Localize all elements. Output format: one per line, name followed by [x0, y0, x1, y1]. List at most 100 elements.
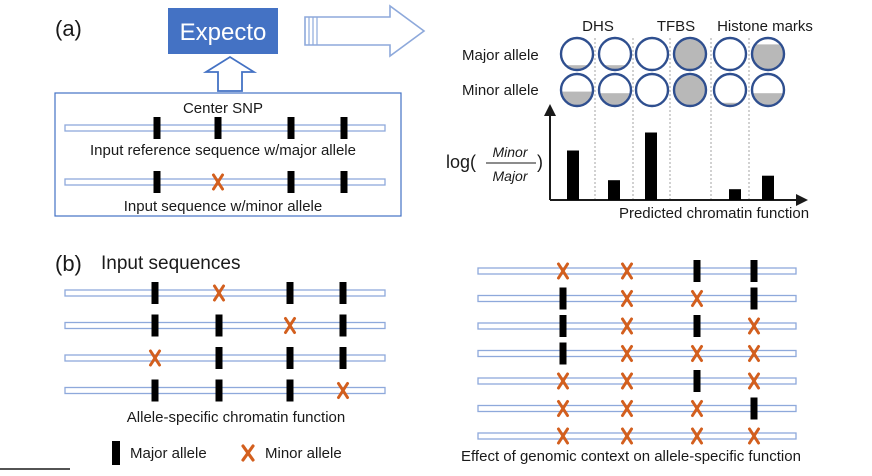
column-group-dhs: DHS	[582, 18, 614, 35]
right-sequence-set	[477, 260, 797, 445]
column-group-histone: Histone marks	[717, 18, 813, 35]
left-seq-row-2-site-2-major-allele	[215, 314, 223, 337]
left-seq-row-3-site-2-major-allele	[215, 347, 223, 369]
alt-site-1-major-allele	[153, 171, 161, 193]
right-caption: Effect of genomic context on allele-spec…	[461, 448, 801, 465]
right-seq-row-4-site-3-minor-allele	[691, 345, 703, 362]
right-arrow-stripes	[308, 17, 318, 45]
bar-6	[762, 175, 774, 200]
column-group-tfbs: TFBS	[657, 18, 695, 35]
right-seq-row-1	[477, 260, 797, 282]
alt-site-4-major-allele	[340, 171, 348, 193]
left-seq-row-1-site-1-major-allele	[151, 282, 159, 304]
right-seq-row-7	[477, 427, 797, 445]
minor-circle-3	[634, 72, 670, 108]
major-circle-5	[712, 36, 748, 72]
legend-minor-label: Minor allele	[265, 445, 342, 462]
prediction-circles	[559, 36, 786, 108]
ylabel-numerator: Minor	[492, 144, 528, 160]
row-label-minor: Minor allele	[462, 82, 539, 99]
right-seq-row-4-site-4-minor-allele	[748, 345, 760, 362]
major-circle-1	[559, 36, 595, 72]
right-seq-row-2	[477, 287, 797, 310]
expecto-box: Expecto	[168, 8, 278, 54]
ylabel: log( Minor Major )	[446, 144, 543, 184]
input-box	[54, 92, 402, 217]
right-seq-row-5-site-2-minor-allele	[621, 372, 633, 390]
ref-site-2-major-allele	[214, 117, 222, 139]
right-seq-row-3-site-2-minor-allele	[621, 317, 633, 335]
right-seq-row-6	[477, 397, 797, 420]
left-seq-row-1-site-3-major-allele	[286, 282, 294, 304]
left-seq-row-4-site-4-minor-allele	[337, 382, 349, 399]
major-circle-3	[634, 36, 670, 72]
row-label-major: Major allele	[462, 47, 539, 64]
right-seq-row-7-site-1-minor-allele	[557, 427, 569, 445]
alt-sequence	[64, 171, 386, 193]
ylabel-denominator: Major	[492, 168, 528, 184]
bar-1	[567, 150, 579, 200]
alt-site-3-major-allele	[287, 171, 295, 193]
right-seq-row-4	[477, 342, 797, 365]
minor-circle-1	[559, 72, 595, 108]
ref-site-4-major-allele	[340, 117, 348, 139]
left-seq-row-4	[64, 379, 386, 402]
left-seq-row-4-site-1-major-allele	[151, 379, 159, 402]
chart-bars	[567, 132, 774, 200]
alt-seq-label: Input sequence w/minor allele	[124, 198, 322, 215]
panel-b-title: Input sequences	[101, 253, 240, 274]
legend-minor-swatch	[241, 444, 255, 462]
xlabel: Predicted chromatin function	[619, 205, 809, 222]
right-seq-row-1-site-4-major-allele	[750, 260, 758, 282]
right-seq-row-7-site-3-minor-allele	[691, 427, 703, 445]
right-arrow-icon	[304, 4, 426, 58]
right-seq-row-1-site-3-major-allele	[693, 260, 701, 282]
right-seq-row-7-site-2-minor-allele	[621, 427, 633, 445]
right-seq-row-3-site-3-major-allele	[693, 315, 701, 337]
right-seq-row-6-site-3-minor-allele	[691, 400, 703, 417]
ref-site-1-major-allele	[153, 117, 161, 139]
right-seq-row-2-site-4-major-allele	[750, 287, 758, 310]
right-seq-row-1-site-1-minor-allele	[557, 262, 569, 280]
left-sequence-set	[64, 282, 386, 402]
left-seq-row-3-site-1-minor-allele	[149, 349, 161, 367]
legend-major-label: Major allele	[130, 445, 207, 462]
center-snp-label: Center SNP	[183, 100, 263, 117]
ref-site-3-major-allele	[287, 117, 295, 139]
chart-axes	[544, 104, 808, 206]
right-seq-row-4-site-1-major-allele	[559, 342, 567, 365]
left-seq-row-1-site-2-minor-allele	[213, 284, 225, 302]
bar-2	[608, 180, 620, 200]
ref-seq-label: Input reference sequence w/major allele	[90, 142, 356, 159]
right-seq-row-6-site-1-minor-allele	[557, 400, 569, 417]
column-dividers	[594, 38, 750, 200]
major-circle-6	[750, 36, 786, 72]
left-seq-row-3	[64, 347, 386, 369]
left-seq-row-2-site-1-major-allele	[151, 314, 159, 337]
right-seq-row-5	[477, 370, 797, 392]
right-seq-row-7-site-4-minor-allele	[748, 427, 760, 445]
left-seq-row-4-site-3-major-allele	[286, 379, 294, 402]
ref-sequence	[64, 117, 386, 139]
right-seq-row-5-site-1-minor-allele	[557, 372, 569, 390]
left-seq-row-1	[64, 282, 386, 304]
panel-b-label: (b)	[55, 251, 82, 276]
panel-a-label: (a)	[55, 16, 82, 41]
legend: Major allele Minor allele	[112, 441, 342, 465]
minor-circle-4	[672, 72, 708, 108]
right-seq-row-5-site-3-major-allele	[693, 370, 701, 392]
left-seq-row-2	[64, 314, 386, 337]
ylabel-prefix: log(	[446, 152, 476, 172]
ylabel-suffix: )	[537, 152, 543, 172]
right-seq-row-4-site-2-minor-allele	[621, 345, 633, 362]
minor-circle-6	[750, 72, 786, 108]
left-caption: Allele-specific chromatin function	[127, 409, 345, 426]
right-seq-row-2-site-1-major-allele	[559, 287, 567, 310]
right-seq-row-3-site-4-minor-allele	[748, 317, 760, 335]
right-seq-row-1-site-2-minor-allele	[621, 262, 633, 280]
major-circle-2	[597, 36, 633, 72]
right-seq-row-3	[477, 315, 797, 337]
alt-site-2-minor-allele	[212, 173, 224, 191]
right-seq-row-2-site-2-minor-allele	[621, 290, 633, 307]
